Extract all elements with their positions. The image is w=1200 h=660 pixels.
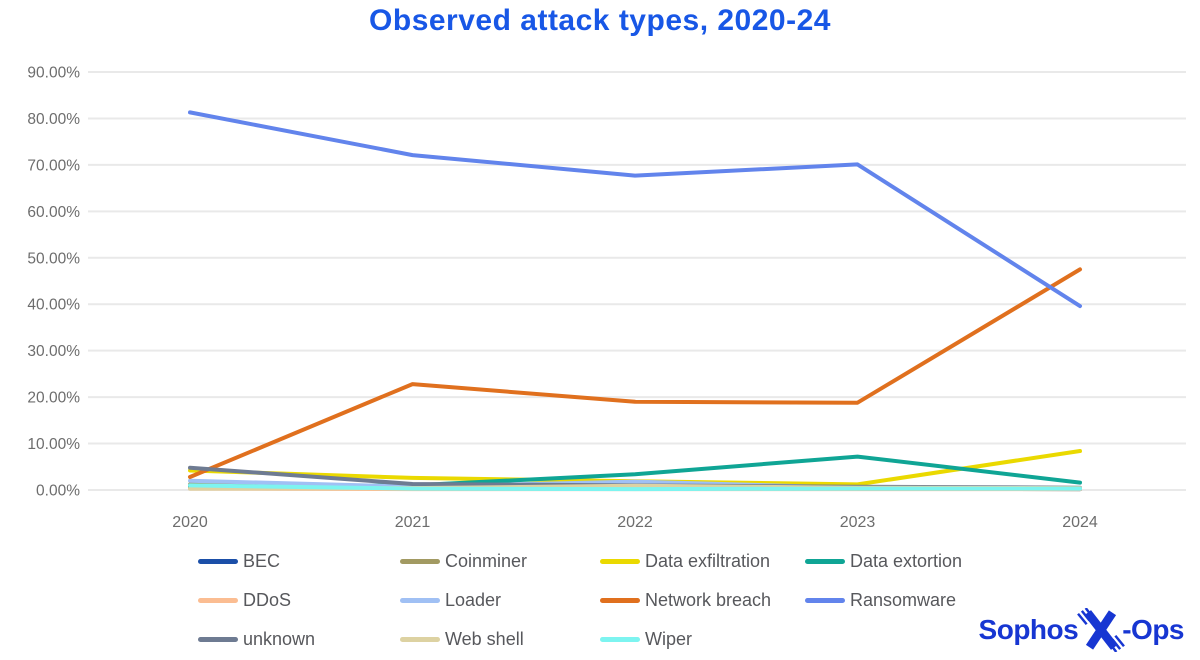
x-axis-tick-labels: 2020 2021 2022 2023 2024: [172, 514, 1098, 531]
legend-label: Data exfiltration: [645, 550, 771, 571]
y-tick-label: 40.00%: [27, 297, 80, 314]
sophos-x-icon: [1077, 608, 1126, 652]
legend-swatch: [198, 636, 238, 642]
y-tick-label: 30.00%: [27, 343, 80, 360]
legend-label: unknown: [243, 628, 316, 649]
legend-label: Wiper: [645, 628, 693, 649]
legend-item-ransomware: Ransomware: [805, 588, 956, 612]
series-line-network-breach: [188, 267, 1082, 479]
series-lines: [188, 110, 1082, 492]
x-tick-label: 2020: [172, 514, 208, 531]
legend-item-web-shell: Web shell: [400, 627, 524, 651]
y-tick-label: 10.00%: [27, 436, 80, 453]
legend-item-data-exfiltration: Data exfiltration: [600, 549, 770, 573]
legend-swatch: [600, 558, 640, 564]
legend-label: Loader: [445, 589, 502, 610]
legend-swatch: [805, 597, 845, 603]
legend-label: Coinminer: [445, 550, 528, 571]
legend-item-network-breach: Network breach: [600, 588, 771, 612]
y-tick-label: 50.00%: [27, 250, 80, 267]
legend-label: Data extortion: [850, 550, 963, 571]
y-tick-label: 20.00%: [27, 390, 80, 407]
legend-swatch: [600, 597, 640, 603]
gridlines: [88, 71, 1186, 491]
logo-text-prefix: Sophos: [978, 614, 1079, 645]
legend-item-data-extortion: Data extortion: [805, 549, 962, 573]
line-chart-plot-area: 0.00% 10.00% 20.00% 30.00% 40.00% 50.00% 60.00…: [27, 65, 1186, 531]
legend-swatch: [400, 558, 440, 564]
legend-swatch: [805, 558, 845, 564]
y-tick-label: 60.00%: [27, 204, 80, 221]
legend-swatch: [600, 636, 640, 642]
x-tick-label: 2021: [395, 514, 431, 531]
legend-swatch: [400, 597, 440, 603]
legend-swatch: [400, 636, 440, 642]
sophos-x-ops-logo: Sophos -Ops: [979, 608, 1184, 652]
legend-item-loader: Loader: [400, 588, 501, 612]
chart-title: Observed attack types, 2020-24: [369, 4, 831, 37]
legend-label: Ransomware: [850, 589, 957, 610]
x-tick-label: 2022: [617, 514, 653, 531]
legend-label: Web shell: [445, 628, 524, 649]
legend-item-unknown: unknown: [198, 627, 315, 651]
series-line-ransomware: [188, 110, 1082, 309]
legend-swatch: [198, 597, 238, 603]
legend-item-coinminer: Coinminer: [400, 549, 527, 573]
y-axis-tick-labels: 0.00% 10.00% 20.00% 30.00% 40.00% 50.00% 60.00…: [27, 65, 80, 500]
x-tick-label: 2023: [840, 514, 876, 531]
legend-item-bec: BEC: [198, 549, 280, 573]
legend-swatch: [198, 558, 238, 564]
logo-text-suffix: -Ops: [1122, 614, 1184, 645]
legend-item-wiper: Wiper: [600, 627, 692, 651]
y-tick-label: 90.00%: [27, 65, 80, 82]
y-tick-label: 80.00%: [27, 111, 80, 128]
series-line-wiper: [188, 483, 1082, 492]
y-tick-label: 70.00%: [27, 157, 80, 174]
legend-label: Network breach: [645, 589, 772, 610]
x-tick-label: 2024: [1062, 514, 1098, 531]
legend-label: DDoS: [243, 589, 292, 610]
legend-label: BEC: [243, 550, 281, 571]
legend-item-ddos: DDoS: [198, 588, 291, 612]
y-tick-label: 0.00%: [36, 483, 80, 500]
